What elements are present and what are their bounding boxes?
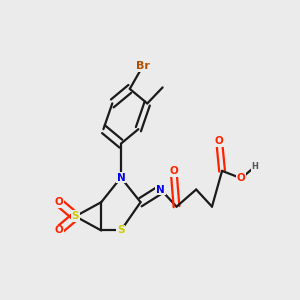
- Text: O: O: [54, 197, 63, 207]
- Text: O: O: [215, 136, 224, 146]
- Text: O: O: [237, 173, 246, 183]
- Text: N: N: [156, 184, 165, 194]
- Text: H: H: [252, 162, 259, 171]
- Text: Br: Br: [136, 61, 150, 71]
- Text: N: N: [116, 172, 125, 183]
- Text: O: O: [54, 226, 63, 236]
- Text: O: O: [169, 166, 178, 176]
- Text: S: S: [117, 226, 125, 236]
- Text: S: S: [72, 211, 79, 221]
